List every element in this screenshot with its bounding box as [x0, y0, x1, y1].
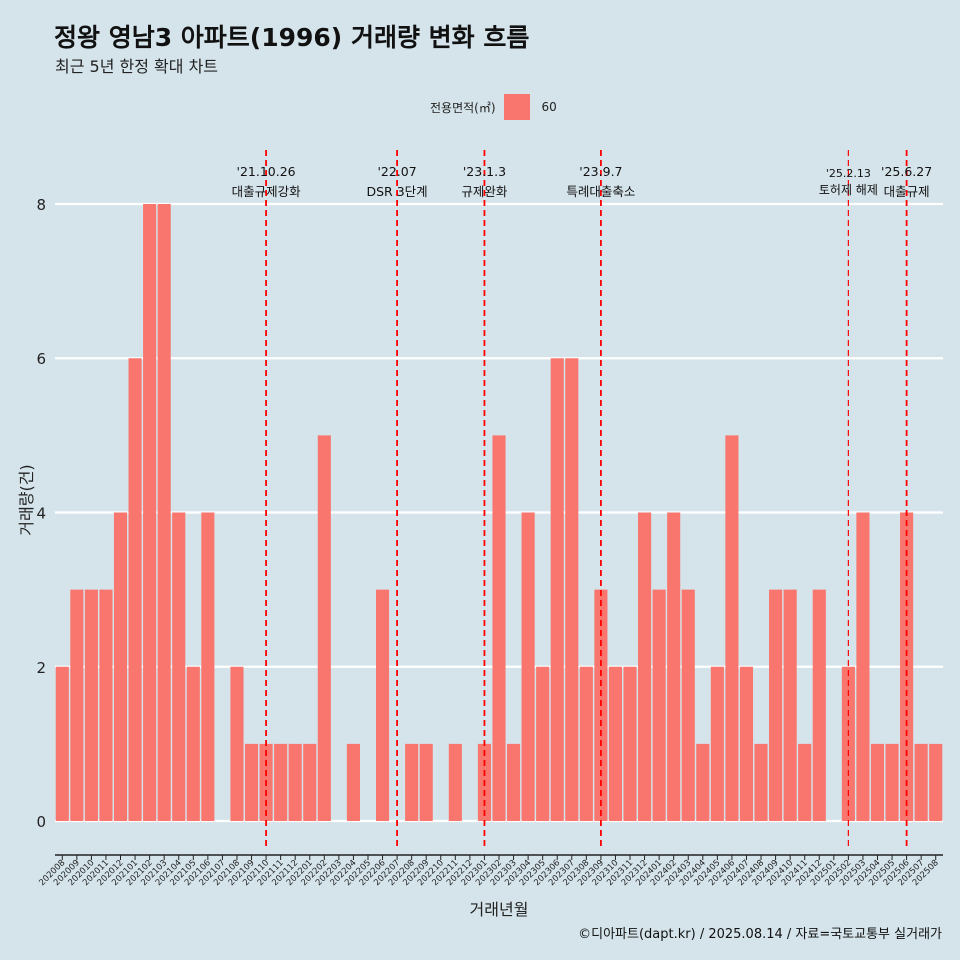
bar: [128, 358, 142, 822]
y-tick-label: 6: [36, 350, 46, 368]
bar: [419, 743, 433, 822]
bar: [667, 512, 681, 822]
annotation-text: 대출규제강화: [232, 184, 302, 199]
y-tick-label: 4: [36, 504, 46, 522]
y-axis-label: 거래량(건): [17, 464, 36, 535]
bar: [565, 358, 579, 822]
caption: ©디아파트(dapt.kr) / 2025.08.14 / 자료=국토교통부 실…: [578, 927, 942, 942]
bar: [623, 666, 637, 822]
bar: [143, 203, 157, 822]
annotation-date: '25.6.27: [881, 164, 932, 179]
annotation-date: '23.9.7: [579, 164, 622, 179]
bar: [448, 743, 462, 822]
legend-label: 60: [541, 100, 557, 114]
bar: [99, 589, 113, 822]
annotation-text: 대출규제: [884, 184, 930, 199]
bar: [798, 743, 812, 822]
bar: [303, 743, 317, 822]
annotation-date: '22.07: [377, 164, 416, 179]
bar: [507, 743, 521, 822]
bar: [113, 512, 128, 822]
bar: [375, 589, 390, 822]
x-axis-label: 거래년월: [470, 900, 529, 919]
bar: [856, 512, 870, 822]
annotation-text: DSR 3단계: [367, 184, 428, 199]
bar: [521, 512, 535, 822]
legend-title: 전용면적(㎡): [430, 100, 496, 115]
y-tick-label: 8: [36, 196, 46, 214]
annotation-date: '23.1.3: [463, 164, 506, 179]
bar: [696, 743, 710, 822]
bar: [739, 666, 754, 822]
bar: [608, 666, 623, 822]
bar: [783, 589, 797, 822]
bar: [317, 435, 331, 822]
bar: [84, 589, 98, 822]
bar: [579, 666, 593, 822]
bar: [201, 512, 215, 822]
annotation-date: '25.2.13: [826, 167, 871, 180]
bar: [681, 589, 695, 822]
bar: [346, 743, 360, 822]
bar: [870, 743, 885, 822]
chart-subtitle: 최근 5년 한정 확대 차트: [55, 57, 219, 76]
bar: [405, 743, 419, 822]
legend: 전용면적(㎡) 60: [430, 94, 557, 120]
chart-title: 정왕 영남3 아파트(1996) 거래량 변화 흐름: [54, 23, 530, 52]
bar: [230, 666, 244, 822]
annotation-text: 규제완화: [461, 184, 508, 199]
bar: [929, 743, 943, 822]
bar: [725, 435, 739, 822]
annotation-date: '21.10.26: [237, 164, 296, 179]
y-tick-label: 0: [36, 813, 46, 831]
bar: [900, 512, 914, 822]
bar: [652, 589, 666, 822]
bar: [70, 589, 84, 822]
bar: [536, 666, 550, 822]
bar: [244, 743, 259, 822]
bar: [288, 743, 302, 822]
bar: [812, 589, 826, 822]
bar: [186, 666, 200, 822]
bar: [157, 203, 171, 822]
annotation-text: 토허제 해제: [819, 183, 878, 197]
legend-swatch: [503, 94, 530, 120]
bar: [769, 589, 783, 822]
bar: [914, 743, 928, 822]
bar: [55, 666, 69, 822]
bar: [754, 743, 768, 822]
bar: [274, 743, 288, 822]
bar: [492, 435, 506, 822]
bar: [550, 358, 564, 822]
bar: [710, 666, 724, 822]
bar: [885, 743, 899, 822]
annotation-text: 특례대출축소: [566, 184, 635, 199]
y-tick-label: 2: [36, 659, 46, 677]
bar: [172, 512, 186, 822]
bar: [638, 512, 652, 822]
